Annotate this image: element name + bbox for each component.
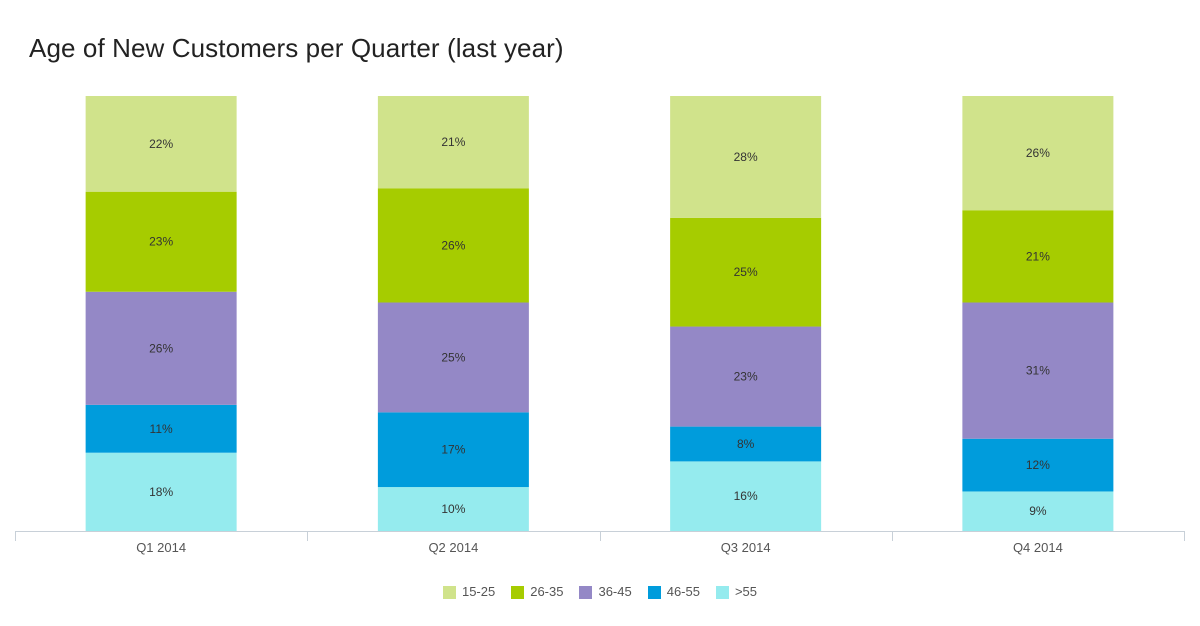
- data-label-q4-2014-26-35: 21%: [1026, 249, 1050, 263]
- bar-segment-q1-2014-26-35: [85, 191, 237, 292]
- legend-label-36-45: 36-45: [598, 584, 632, 599]
- data-label-q3-2014-26-35: 25%: [734, 265, 758, 279]
- x-tick-label-q3-2014: Q3 2014: [721, 540, 771, 555]
- legend-swatch-gt55: [715, 585, 729, 599]
- legend-swatch-15-25: [442, 585, 456, 599]
- chart-legend: 15-25 26-35 36-45 46-55 >55: [0, 584, 1200, 600]
- legend-label-46-55: 46-55: [666, 584, 700, 599]
- legend-label-gt55: >55: [734, 584, 758, 599]
- legend-swatch-36-45: [579, 585, 593, 599]
- data-label-q3-2014-36-45: 23%: [734, 370, 758, 384]
- legend-item-15-25[interactable]: 15-25: [442, 584, 496, 600]
- data-label-q4-2014-46-55: 12%: [1026, 458, 1050, 472]
- data-label-q1-2014-26-35: 23%: [149, 235, 173, 249]
- data-label-q1-2014-46-55: 11%: [150, 422, 173, 436]
- data-label-q1-2014-15-25: 22%: [149, 137, 173, 151]
- data-label-q2-2014-36-45: 25%: [441, 350, 465, 364]
- bar-segment-q3-2014-26-35: [670, 217, 822, 327]
- legend-label-26-35: 26-35: [530, 584, 564, 599]
- legend-swatch-26-35: [511, 585, 525, 599]
- legend-swatch-46-55: [647, 585, 661, 599]
- x-tick-label-q1-2014: Q1 2014: [136, 540, 186, 555]
- data-label-q2-2014-gt55: 10%: [441, 502, 465, 516]
- legend-item-46-55[interactable]: 46-55: [647, 584, 700, 600]
- bar-segment-q2-2014-gt55: [377, 487, 529, 531]
- x-tick-label-q4-2014: Q4 2014: [1013, 540, 1063, 555]
- bar-segment-q3-2014-36-45: [670, 326, 822, 427]
- x-tick-label-q2-2014: Q2 2014: [428, 540, 478, 555]
- bar-segment-q1-2014-46-55: [85, 404, 237, 453]
- bar-segment-q2-2014-46-55: [377, 412, 529, 488]
- bar-segment-q3-2014-gt55: [670, 461, 822, 531]
- legend-item-26-35[interactable]: 26-35: [511, 584, 563, 600]
- bar-segment-q4-2014-15-25: [962, 96, 1114, 211]
- legend-item-gt55[interactable]: >55: [715, 584, 758, 600]
- data-label-q3-2014-46-55: 8%: [737, 437, 755, 451]
- bar-segment-q1-2014-36-45: [85, 291, 237, 405]
- data-label-q3-2014-15-25: 28%: [734, 150, 758, 164]
- data-label-q2-2014-26-35: 26%: [441, 238, 465, 252]
- data-label-q4-2014-15-25: 26%: [1026, 146, 1050, 160]
- legend-label-15-25: 15-25: [461, 584, 496, 599]
- bar-segment-q4-2014-26-35: [962, 210, 1114, 303]
- legend-item-36-45[interactable]: 36-45: [579, 584, 632, 600]
- data-label-q3-2014-gt55: 16%: [734, 489, 758, 503]
- bar-segment-q4-2014-46-55: [962, 438, 1114, 492]
- bar-segment-q3-2014-15-25: [670, 96, 822, 218]
- bar-segment-q2-2014-15-25: [377, 96, 529, 189]
- data-label-q4-2014-gt55: 9%: [1029, 504, 1047, 518]
- bar-segment-q3-2014-46-55: [670, 426, 822, 462]
- data-label-q2-2014-15-25: 21%: [441, 135, 465, 149]
- bar-segment-q4-2014-36-45: [962, 302, 1114, 439]
- bar-segment-q1-2014-gt55: [85, 452, 237, 531]
- chart-title: Age of New Customers per Quarter (last y…: [29, 33, 564, 63]
- bar-segment-q2-2014-26-35: [377, 188, 529, 303]
- bar-segment-q2-2014-36-45: [377, 302, 529, 413]
- bar-segment-q1-2014-15-25: [85, 96, 237, 192]
- data-label-q1-2014-gt55: 18%: [149, 485, 173, 499]
- data-label-q4-2014-36-45: 31%: [1026, 364, 1050, 378]
- bar-segment-q4-2014-gt55: [962, 491, 1114, 531]
- data-label-q1-2014-36-45: 26%: [149, 341, 173, 355]
- data-label-q2-2014-46-55: 17%: [441, 443, 465, 457]
